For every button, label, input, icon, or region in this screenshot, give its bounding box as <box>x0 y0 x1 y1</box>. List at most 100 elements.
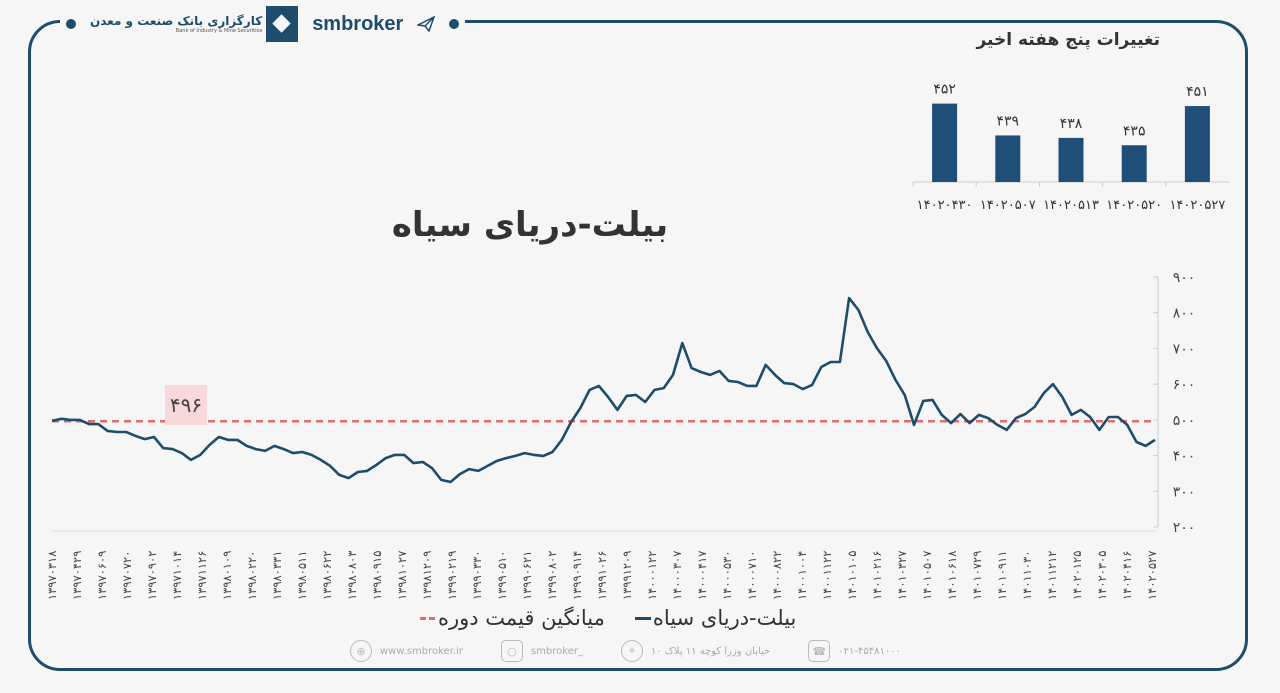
y-tick-label: ۵۰۰ <box>1173 413 1196 429</box>
x-tick-label: ۱۳۹۷۰۹۰۲ <box>145 551 159 600</box>
x-tick-label: ۱۴۰۱۰۳۲۷ <box>895 551 909 600</box>
frame-dot-left <box>66 19 76 29</box>
x-tick-label: ۱۴۰۰۰۴۱۷ <box>695 551 709 600</box>
x-tick-label: ۱۴۰۱۱۰۳۰ <box>1020 551 1034 600</box>
footer-website[interactable]: ⊕ www.smbroker.ir <box>350 640 463 662</box>
x-tick-label: ۱۴۰۰۰۸۲۲ <box>770 551 784 600</box>
bar-category-label: ۱۴۰۲۰۵۰۷ <box>980 198 1036 213</box>
bar-value-label: ۴۳۵ <box>1123 123 1146 139</box>
globe-icon: ⊕ <box>350 640 372 662</box>
x-tick-label: ۱۳۹۹۱۲۰۹ <box>620 551 634 600</box>
x-tick-label: ۱۳۹۷۰۷۲۰ <box>120 551 134 600</box>
x-tick-label: ۱۴۰۰۱۰۰۴ <box>795 551 809 600</box>
bank-name-fa: کارگزاری بانک صنعت و معدن <box>90 13 263 28</box>
bar-value-label: ۴۵۲ <box>933 82 956 98</box>
x-tick-label: ۱۴۰۲۰۱۲۵ <box>1070 551 1084 600</box>
legend-dash-swatch <box>420 616 436 620</box>
bar-value-label: ۴۳۹ <box>997 113 1020 129</box>
x-tick-label: ۱۳۹۸۰۵۱۱ <box>295 551 309 600</box>
bank-logo: کارگزاری بانک صنعت و معدن Bank of Indust… <box>90 6 299 42</box>
x-tick-label: ۱۳۹۹۰۸۰۲ <box>545 551 559 600</box>
location-pin-icon: ⌖ <box>620 640 643 662</box>
legend-series-label: بیلت-دریای سیاه <box>652 606 797 630</box>
x-tick-label: ۱۳۹۸۰۹۱۵ <box>370 551 384 600</box>
x-tick-label: ۱۳۹۸۰۱۰۹ <box>220 551 234 600</box>
legend-average: میانگین قیمت دوره <box>420 606 605 630</box>
x-tick-label: ۱۳۹۷۰۴۲۹ <box>70 551 84 600</box>
bar-category-label: ۱۴۰۲۰۵۱۳ <box>1043 198 1099 213</box>
weekly-chart-title: تغییرات پنج هفته اخیر <box>976 30 1160 50</box>
x-tick-label: ۱۳۹۹۰۶۲۱ <box>520 551 534 600</box>
x-tick-label: ۱۳۹۷۰۳۱۸ <box>45 551 59 600</box>
x-tick-label: ۱۴۰۱۰۷۲۹ <box>970 551 984 600</box>
instagram-icon: ○ <box>500 640 523 662</box>
x-tick-label: ۱۳۹۸۰۶۲۲ <box>320 551 334 600</box>
bar-category-label: ۱۴۰۲۰۵۲۷ <box>1169 198 1225 213</box>
y-tick-label: ۷۰۰ <box>1173 341 1196 357</box>
x-tick-label: ۱۳۹۸۰۲۲۰ <box>245 551 259 600</box>
x-tick-label: ۱۳۹۷۱۱۲۶ <box>195 551 209 600</box>
bar <box>1058 137 1084 182</box>
telephone-icon: ☎ <box>808 640 831 662</box>
x-tick-label: ۱۴۰۱۱۲۱۲ <box>1045 551 1059 600</box>
main-chart-title: بیلت-دریای سیاه <box>391 205 669 245</box>
x-tick-label: ۱۳۹۸۱۲۰۹ <box>420 551 434 600</box>
y-tick-label: ۳۰۰ <box>1173 484 1196 500</box>
x-tick-label: ۱۴۰۲۰۴۱۶ <box>1120 551 1134 600</box>
x-tick-label: ۱۴۰۱۰۲۱۶ <box>870 551 884 600</box>
x-tick-label: ۱۴۰۲۰۵۲۷ <box>1145 551 1159 600</box>
bar-value-label: ۴۳۸ <box>1060 116 1083 132</box>
instagram-text: smbroker_ <box>530 645 583 657</box>
y-tick-label: ۲۰۰ <box>1173 520 1196 536</box>
price-series-line <box>51 296 1156 484</box>
bar <box>1184 106 1210 182</box>
x-tick-label: ۱۳۹۹۰۳۳۰ <box>470 551 484 600</box>
x-tick-label: ۱۳۹۹۰۵۱۰ <box>495 551 509 600</box>
header-logos: کارگزاری بانک صنعت و معدن Bank of Indust… <box>60 4 466 44</box>
brand-name: smbroker <box>312 12 404 35</box>
average-label-bg <box>165 385 207 425</box>
frame-dot-right <box>449 19 460 29</box>
address-text: خیابان وزرا کوچه ۱۱ پلاک ۱۰ <box>650 645 771 657</box>
x-tick-label: ۱۴۰۱۰۵۰۷ <box>920 551 934 600</box>
x-tick-label: ۱۴۰۲۰۳۰۵ <box>1095 551 1109 600</box>
x-tick-label: ۱۴۰۰۰۵۳۰ <box>720 551 734 600</box>
website-text: www.smbroker.ir <box>380 645 463 657</box>
x-tick-label: ۱۳۹۸۱۰۲۷ <box>395 551 409 600</box>
legend-line-swatch <box>634 616 651 620</box>
x-tick-label: ۱۳۹۷۱۰۱۴ <box>170 551 184 600</box>
bar-value-label: ۴۵۱ <box>1186 84 1209 100</box>
x-tick-label: ۱۴۰۱۰۹۱۱ <box>995 551 1009 600</box>
x-tick-label: ۱۳۹۹۰۲۱۹ <box>445 551 459 600</box>
footer-address: ⌖ خیابان وزرا کوچه ۱۱ پلاک ۱۰ <box>620 640 771 662</box>
paper-plane-icon <box>417 16 436 32</box>
y-tick-label: ۸۰۰ <box>1173 306 1196 322</box>
footer-instagram[interactable]: ○ smbroker_ <box>500 640 583 662</box>
legend-series: بیلت-دریای سیاه <box>634 606 797 630</box>
legend: بیلت-دریای سیاه میانگین قیمت دوره <box>420 606 796 630</box>
y-tick-label: ۴۰۰ <box>1173 449 1196 465</box>
x-tick-label: ۱۴۰۱۰۶۱۸ <box>945 551 959 600</box>
x-tick-label: ۱۳۹۸۰۳۳۱ <box>270 551 284 600</box>
footer-phone: ☎ ۰۲۱-۴۵۴۸۱۰۰۰ <box>808 640 901 662</box>
bar <box>1121 145 1147 182</box>
bank-name-en: Bank of Industry & Mine Securities <box>175 27 263 34</box>
x-tick-label: ۱۴۰۰۰۳۰۷ <box>670 551 684 600</box>
footer: ⊕ www.smbroker.ir ○ smbroker_ ⌖ خیابان و… <box>350 640 901 662</box>
phone-text: ۰۲۱-۴۵۴۸۱۰۰۰ <box>838 645 901 657</box>
x-tick-label: ۱۴۰۱۰۱۰۵ <box>845 551 859 600</box>
y-tick-label: ۶۰۰ <box>1173 377 1196 393</box>
frame-border <box>28 20 1248 671</box>
x-tick-label: ۱۴۰۰۰۱۲۲ <box>645 551 659 600</box>
x-tick-label: ۱۳۹۹۰۹۱۴ <box>570 551 584 600</box>
x-tick-label: ۱۳۹۷۰۶۰۹ <box>95 551 109 600</box>
bar <box>995 135 1021 182</box>
legend-average-label: میانگین قیمت دوره <box>438 606 605 630</box>
average-label: ۴۹۶ <box>170 393 202 417</box>
bar-category-label: ۱۴۰۲۰۵۲۰ <box>1106 198 1162 213</box>
y-tick-label: ۹۰۰ <box>1173 270 1196 286</box>
bank-mark-icon <box>266 6 299 42</box>
x-tick-label: ۱۳۹۸۰۸۰۳ <box>345 551 359 600</box>
bar-category-label: ۱۴۰۲۰۴۳۰ <box>917 198 973 213</box>
